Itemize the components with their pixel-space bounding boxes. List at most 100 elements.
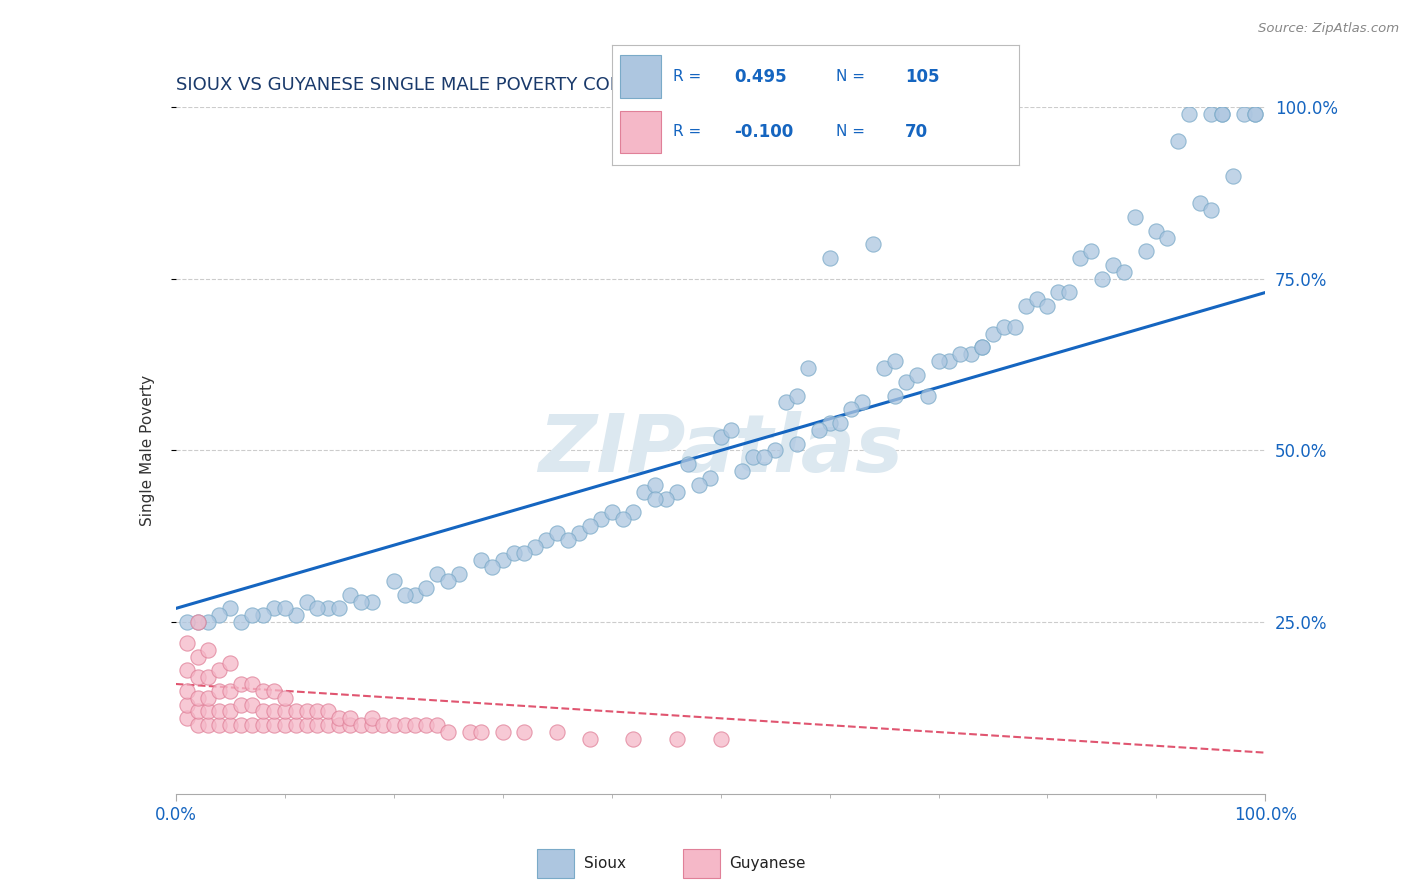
Point [339, 711, 361, 725]
Point [1112, 265, 1135, 279]
Point [231, 615, 253, 630]
Point [470, 725, 492, 739]
Point [240, 698, 263, 712]
Point [970, 340, 993, 354]
Point [252, 705, 274, 719]
Point [415, 581, 437, 595]
Point [186, 718, 209, 732]
Point [970, 340, 993, 354]
Point [763, 443, 786, 458]
Point [960, 347, 983, 361]
Point [240, 608, 263, 623]
Point [993, 319, 1015, 334]
Text: 105: 105 [905, 68, 939, 86]
Point [197, 670, 219, 684]
Point [830, 416, 852, 430]
Point [295, 594, 318, 608]
Point [318, 718, 340, 732]
Point [208, 705, 231, 719]
Point [1199, 107, 1222, 121]
Point [263, 718, 285, 732]
Point [666, 731, 689, 746]
Point [437, 574, 460, 588]
Point [621, 505, 644, 519]
Point [862, 237, 884, 252]
Point [307, 705, 329, 719]
Point [568, 525, 591, 540]
Point [524, 540, 547, 554]
Point [176, 615, 198, 630]
Point [720, 423, 742, 437]
Text: -0.100: -0.100 [734, 123, 793, 141]
Point [382, 718, 405, 732]
Bar [537, 849, 575, 879]
Point [1015, 299, 1038, 313]
Point [688, 478, 710, 492]
Point [1211, 107, 1233, 121]
Point [186, 615, 209, 630]
Text: SIOUX VS GUYANESE SINGLE MALE POVERTY CORRELATION CHART: SIOUX VS GUYANESE SINGLE MALE POVERTY CO… [176, 77, 778, 95]
Point [371, 718, 394, 732]
Point [231, 718, 253, 732]
Point [633, 484, 655, 499]
Point [219, 657, 242, 671]
Point [197, 718, 219, 732]
Point [240, 718, 263, 732]
Point [295, 718, 318, 732]
Point [284, 705, 307, 719]
Point [676, 457, 699, 471]
Point [470, 553, 492, 567]
Text: Source: ZipAtlas.com: Source: ZipAtlas.com [1258, 22, 1399, 36]
Point [252, 608, 274, 623]
Point [339, 588, 361, 602]
Point [405, 588, 427, 602]
Point [274, 718, 297, 732]
Point [1057, 285, 1080, 300]
Bar [683, 849, 720, 879]
Point [1199, 203, 1222, 218]
Point [754, 450, 776, 465]
Point [447, 567, 470, 582]
Point [807, 423, 830, 437]
Point [894, 375, 917, 389]
Point [405, 718, 427, 732]
Point [394, 718, 416, 732]
Point [1243, 107, 1265, 121]
Point [360, 594, 382, 608]
Point [938, 354, 960, 368]
Text: 0.495: 0.495 [734, 68, 786, 86]
Point [513, 546, 536, 561]
Point [252, 683, 274, 698]
Point [284, 718, 307, 732]
Point [219, 718, 242, 732]
Point [1167, 134, 1189, 148]
Point [426, 567, 449, 582]
Point [458, 725, 481, 739]
Point [786, 436, 808, 450]
Point [621, 731, 644, 746]
Point [710, 731, 733, 746]
Point [382, 574, 405, 588]
Point [219, 601, 242, 615]
Point [426, 718, 449, 732]
Point [546, 725, 568, 739]
Point [197, 615, 219, 630]
Point [612, 512, 634, 526]
Point [186, 615, 209, 630]
Text: N =: N = [835, 124, 865, 139]
Point [786, 388, 808, 402]
Text: 70: 70 [905, 123, 928, 141]
Point [208, 683, 231, 698]
Point [851, 395, 873, 409]
Point [644, 491, 666, 506]
Point [579, 519, 602, 533]
Point [1004, 319, 1026, 334]
Point [655, 491, 678, 506]
Point [1222, 169, 1244, 183]
Point [186, 649, 209, 664]
Point [208, 718, 231, 732]
Point [415, 718, 437, 732]
Point [589, 512, 612, 526]
Point [873, 361, 896, 376]
Point [318, 705, 340, 719]
